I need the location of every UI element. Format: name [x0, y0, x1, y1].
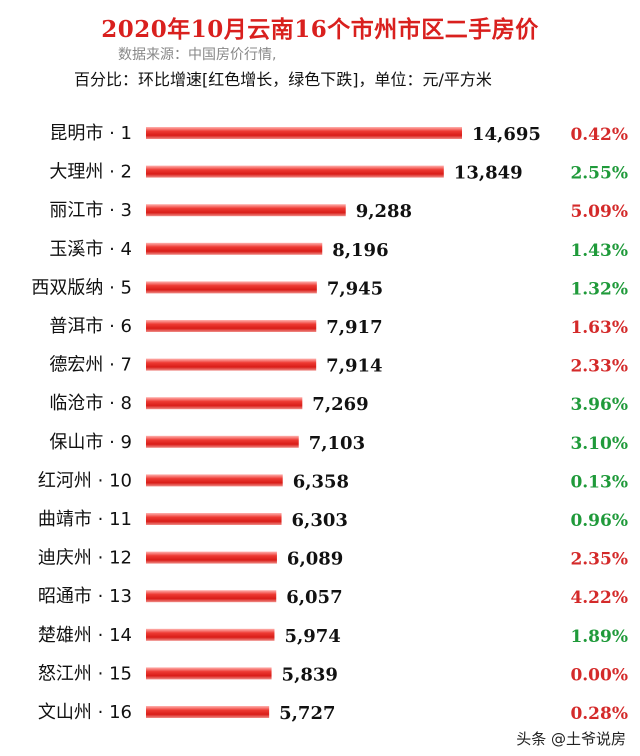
category-label: 楚雄州 · 14 — [38, 625, 132, 646]
bar — [146, 320, 317, 332]
value-label: 9,288 — [356, 201, 412, 222]
bar — [146, 474, 283, 487]
category-label: 玉溪市 · 4 — [49, 239, 132, 260]
value-label: 7,945 — [327, 278, 383, 299]
bar — [146, 628, 275, 641]
bar — [146, 667, 272, 680]
change-percent-label: 1.89% — [570, 627, 628, 647]
bar — [146, 590, 277, 603]
data-source-note: 数据来源：中国房价行情, — [118, 47, 277, 63]
change-percent-label: 0.13% — [570, 472, 628, 492]
value-label: 6,358 — [293, 471, 349, 492]
value-label: 6,303 — [292, 510, 348, 531]
change-percent-label: 0.00% — [570, 665, 628, 685]
bar — [146, 513, 282, 525]
value-label: 6,089 — [287, 549, 343, 570]
value-label: 8,196 — [332, 240, 388, 261]
change-percent-label: 2.55% — [570, 164, 628, 184]
category-label: 大理州 · 2 — [49, 162, 132, 183]
value-label: 5,974 — [284, 626, 340, 647]
bar — [146, 706, 270, 718]
category-label: 德宏州 · 7 — [49, 355, 132, 376]
category-label: 临沧市 · 8 — [49, 393, 132, 414]
bar — [146, 127, 462, 139]
value-label: 6,057 — [286, 587, 342, 608]
category-label: 西双版纳 · 5 — [31, 277, 132, 298]
value-label: 7,269 — [312, 394, 368, 415]
bar — [146, 358, 317, 371]
bar — [146, 281, 317, 294]
change-percent-label: 1.32% — [570, 279, 628, 299]
change-percent-label: 1.63% — [570, 318, 628, 338]
category-label: 昆明市 · 1 — [49, 123, 132, 144]
value-label: 14,695 — [472, 124, 541, 145]
watermark-label: 头条 @土爷说房 — [512, 727, 630, 750]
legend-unit-note: 百分比：环比增速[红色增长，绿色下跌]，单位：元/平方米 — [74, 70, 492, 89]
bar — [146, 551, 277, 564]
category-label: 丽江市 · 3 — [49, 200, 132, 221]
value-label: 7,914 — [326, 356, 382, 377]
category-label: 怒江州 · 15 — [38, 663, 132, 684]
category-label: 昭通市 · 13 — [38, 586, 132, 607]
change-percent-label: 0.28% — [570, 704, 628, 724]
bar — [146, 397, 303, 410]
change-percent-label: 3.96% — [570, 395, 628, 415]
chart-title: 2020年10月云南16个市州市区二手房价 — [101, 16, 539, 43]
value-label: 7,103 — [309, 433, 365, 454]
change-percent-label: 0.42% — [570, 125, 628, 145]
category-label: 迪庆州 · 12 — [38, 548, 132, 569]
category-label: 曲靖市 · 11 — [38, 509, 132, 530]
change-percent-label: 1.43% — [570, 241, 628, 261]
change-percent-label: 2.33% — [570, 357, 628, 377]
bar — [146, 204, 346, 217]
category-label: 红河州 · 10 — [38, 470, 132, 491]
value-label: 7,917 — [326, 317, 382, 338]
category-label: 普洱市 · 6 — [49, 316, 132, 337]
change-percent-label: 2.35% — [570, 550, 628, 570]
value-label: 13,849 — [454, 163, 523, 184]
bar — [146, 242, 323, 255]
change-percent-label: 3.10% — [570, 434, 628, 454]
change-percent-label: 5.09% — [570, 202, 628, 222]
bar — [146, 435, 299, 448]
change-percent-label: 4.22% — [570, 588, 628, 608]
bar — [146, 165, 444, 178]
category-label: 保山市 · 9 — [49, 432, 132, 453]
value-label: 5,727 — [279, 703, 335, 724]
value-label: 5,839 — [282, 664, 338, 685]
category-label: 文山州 · 16 — [38, 702, 132, 723]
change-percent-label: 0.96% — [570, 511, 628, 531]
